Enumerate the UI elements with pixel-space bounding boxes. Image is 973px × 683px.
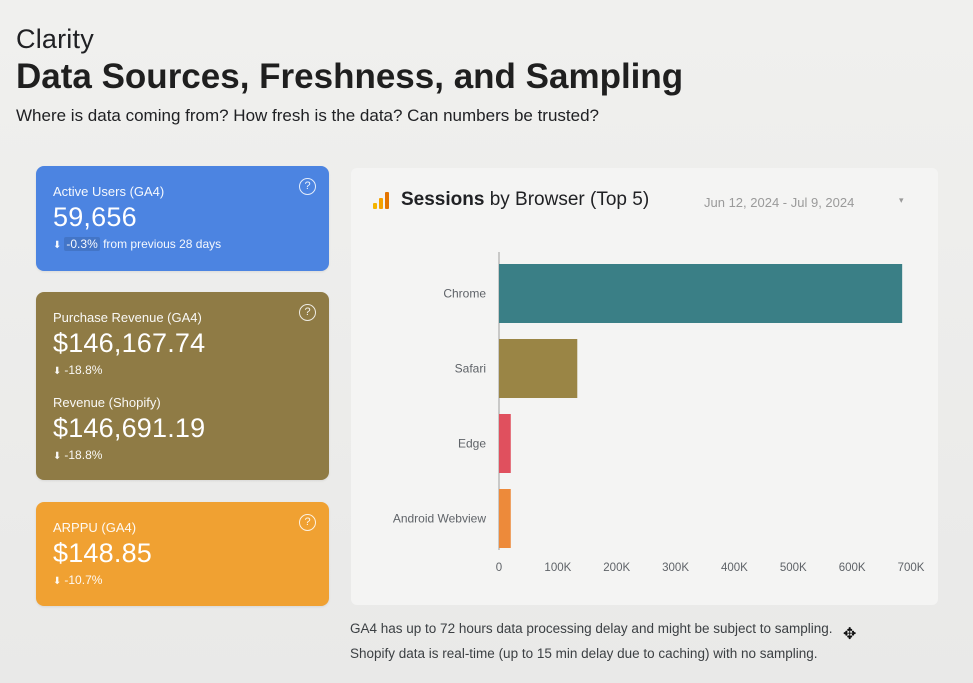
x-tick-label: 100K <box>544 562 571 574</box>
bar-safari <box>499 339 578 398</box>
chart-header: Sessions by Browser (Top 5) <box>373 189 649 211</box>
category-label: Safari <box>455 362 486 376</box>
page-subtitle: Where is data coming from? How fresh is … <box>16 106 600 125</box>
move-cursor-icon: ✥ <box>843 626 857 643</box>
purchase-revenue-change-pct: -18.8% <box>64 363 103 377</box>
x-tick-label: 300K <box>662 562 689 574</box>
active-users-value: 59,656 <box>53 202 137 232</box>
arppu-card: ? ARPPU (GA4) $148.85 ⬇ -10.7% <box>36 502 329 606</box>
page-header: Clarity Data Sources, Freshness, and Sam… <box>16 24 683 126</box>
chart-title: Sessions by Browser (Top 5) <box>401 189 649 211</box>
down-arrow-icon: ⬇ <box>53 451 62 462</box>
bar-edge <box>499 414 511 473</box>
purchase-revenue-change: ⬇ -18.8% <box>53 363 312 377</box>
chart-title-bold: Sessions <box>401 189 485 210</box>
x-tick-label: 0 <box>496 562 502 574</box>
active-users-change-pct: -0.3% <box>64 237 100 251</box>
down-arrow-icon: ⬇ <box>53 240 62 251</box>
sessions-chart-panel: Sessions by Browser (Top 5) Jun 12, 2024… <box>351 168 938 605</box>
bar-android-webview <box>499 489 511 548</box>
active-users-label: Active Users (GA4) <box>53 184 165 199</box>
chevron-down-icon[interactable]: ▾ <box>899 195 904 205</box>
down-arrow-icon: ⬇ <box>53 576 62 587</box>
arppu-change: ⬇ -10.7% <box>53 573 312 587</box>
down-arrow-icon: ⬇ <box>53 366 62 377</box>
revenue-card: ? Purchase Revenue (GA4) $146,167.74 ⬇ -1… <box>36 292 329 480</box>
active-users-change-suffix: from previous 28 days <box>103 237 222 251</box>
x-tick-label: 700K <box>898 562 925 574</box>
purchase-revenue-label: Purchase Revenue (GA4) <box>53 310 202 325</box>
purchase-revenue-value: $146,167.74 <box>53 328 206 358</box>
category-label: Android Webview <box>393 512 486 526</box>
arppu-label: ARPPU (GA4) <box>53 520 137 535</box>
active-users-card: ? Active Users (GA4) 59,656 ⬇ -0.3% from … <box>36 166 329 271</box>
category-label: Chrome <box>443 287 486 301</box>
x-tick-label: 400K <box>721 562 748 574</box>
bar-chart-icon <box>373 191 391 209</box>
x-tick-label: 200K <box>603 562 630 574</box>
help-icon[interactable]: ? <box>299 178 316 195</box>
x-tick-label: 600K <box>839 562 866 574</box>
chart-title-rest: by Browser (Top 5) <box>484 189 650 210</box>
shopify-footnote: Shopify data is real-time (up to 15 min … <box>350 646 818 661</box>
active-users-change: ⬇ -0.3% from previous 28 days <box>53 237 312 251</box>
arppu-value: $148.85 <box>53 538 152 568</box>
shopify-revenue-change: ⬇ -18.8% <box>53 448 312 462</box>
help-icon[interactable]: ? <box>299 514 316 531</box>
shopify-revenue-value: $146,691.19 <box>53 413 206 443</box>
category-label: Edge <box>458 437 486 451</box>
shopify-revenue-label: Revenue (Shopify) <box>53 395 161 410</box>
brand-name: Clarity <box>16 24 94 54</box>
ga4-footnote: GA4 has up to 72 hours data processing d… <box>350 621 833 636</box>
x-tick-label: 500K <box>780 562 807 574</box>
bar-chrome <box>499 264 903 323</box>
help-icon[interactable]: ? <box>299 304 316 321</box>
date-range-picker[interactable]: Jun 12, 2024 - Jul 9, 2024 <box>704 195 855 210</box>
shopify-revenue-change-pct: -18.8% <box>64 448 103 462</box>
page-title: Data Sources, Freshness, and Sampling <box>16 57 684 96</box>
arppu-change-pct: -10.7% <box>64 573 103 587</box>
sessions-bar-chart: Chrome Safari Edge Android Webview 0 100K 200K… <box>393 252 925 574</box>
